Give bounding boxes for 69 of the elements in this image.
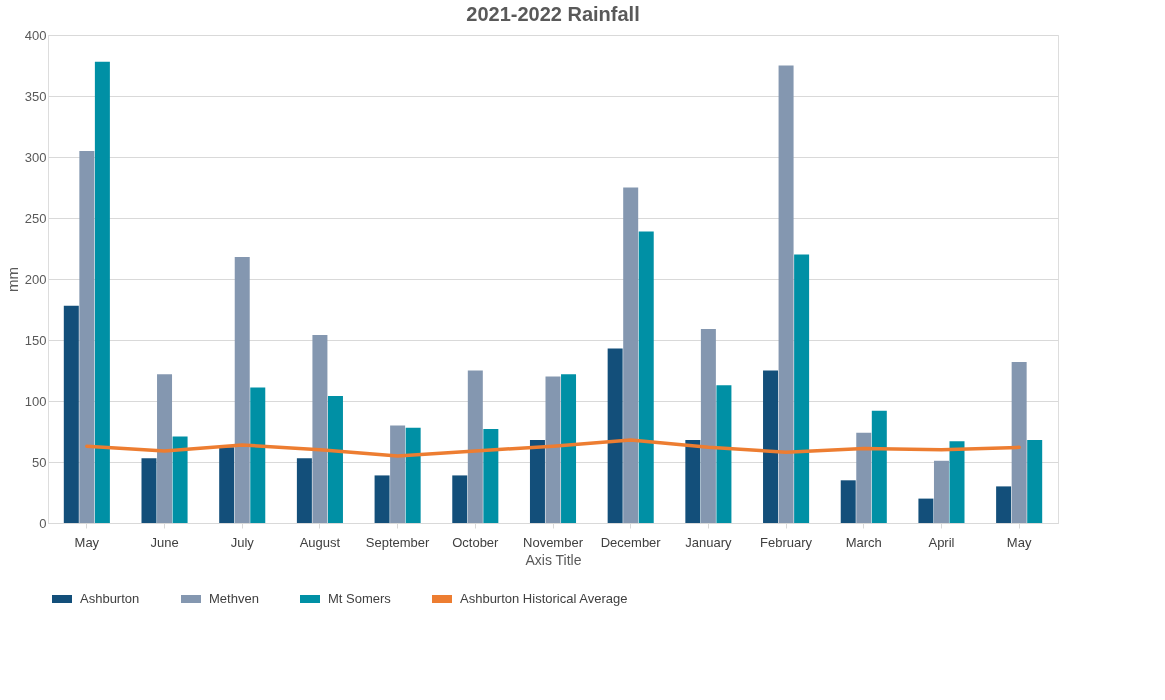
- y-tick-label: 50: [32, 454, 47, 470]
- legend-label: Ashburton Historical Average: [460, 591, 628, 606]
- bar: [918, 498, 934, 523]
- bar: [234, 257, 250, 523]
- bar: [79, 150, 95, 523]
- bar: [716, 385, 732, 523]
- bar: [685, 440, 701, 523]
- bar: [778, 65, 794, 523]
- bar: [390, 425, 406, 523]
- bar: [1027, 440, 1043, 523]
- x-tick-label: May: [74, 534, 100, 550]
- bar: [700, 329, 716, 523]
- bar: [219, 447, 235, 523]
- y-tick-label: 300: [24, 149, 47, 165]
- y-tick-label: 0: [39, 515, 47, 531]
- x-tick-label: August: [299, 534, 341, 550]
- x-tick-label: October: [452, 534, 500, 550]
- bar: [623, 187, 639, 523]
- bar: [561, 374, 577, 523]
- bar: [250, 387, 266, 523]
- y-tick-label: 250: [24, 210, 47, 226]
- bar: [312, 335, 328, 523]
- bar: [452, 475, 468, 523]
- bar: [794, 254, 810, 523]
- line-series: [85, 438, 1021, 458]
- bar: [374, 475, 390, 523]
- bar: [296, 458, 312, 523]
- bar: [638, 231, 654, 523]
- legend-label: Ashburton: [80, 591, 140, 606]
- bar: [529, 440, 545, 523]
- bar: [405, 427, 421, 523]
- x-tick-label: April: [928, 534, 955, 550]
- legend-label: Methven: [209, 591, 259, 606]
- x-tick-label: January: [685, 534, 733, 550]
- bar: [467, 370, 483, 523]
- y-tick-label: 400: [24, 27, 47, 43]
- bar: [871, 410, 887, 523]
- x-tick-label: June: [150, 534, 179, 550]
- bar: [607, 348, 623, 523]
- bar: [483, 429, 499, 523]
- bar: [949, 441, 965, 523]
- bar: [856, 432, 872, 523]
- y-tick-label: 100: [24, 393, 47, 409]
- x-tick-label: December: [600, 534, 662, 550]
- bar: [172, 436, 188, 523]
- bar: [996, 486, 1012, 523]
- bar: [327, 396, 343, 523]
- x-tick-label: September: [365, 534, 431, 550]
- bar: [840, 480, 856, 523]
- bar: [763, 370, 779, 523]
- bar: [63, 305, 79, 523]
- bar: [1011, 361, 1027, 523]
- bar: [94, 61, 110, 523]
- bar: [141, 458, 157, 523]
- chart-title: 2021-2022 Rainfall: [466, 3, 640, 25]
- bar: [933, 460, 949, 523]
- x-tick-label: November: [523, 534, 584, 550]
- legend-label: Mt Somers: [328, 591, 392, 606]
- bar: [545, 376, 561, 523]
- x-tick-label: February: [760, 534, 813, 550]
- x-tick-label: March: [845, 534, 882, 550]
- x-axis-title: Axis Title: [525, 551, 582, 568]
- y-tick-label: 350: [24, 88, 47, 104]
- y-tick-label: 200: [24, 271, 47, 287]
- y-tick-label: 150: [24, 332, 47, 348]
- y-axis-title: mm: [3, 267, 21, 292]
- bar: [157, 374, 173, 523]
- x-tick-label: May: [1006, 534, 1032, 550]
- x-tick-label: July: [230, 534, 255, 550]
